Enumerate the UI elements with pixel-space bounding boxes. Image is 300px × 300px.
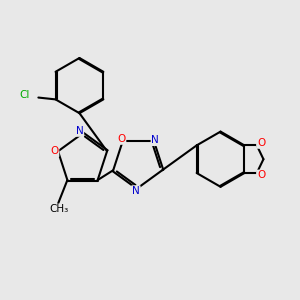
Text: O: O	[117, 134, 125, 144]
Text: O: O	[257, 138, 265, 148]
Text: N: N	[152, 135, 159, 145]
Text: N: N	[132, 186, 140, 196]
Text: Cl: Cl	[20, 90, 30, 100]
Text: N: N	[76, 126, 83, 136]
Text: O: O	[50, 146, 58, 156]
Text: CH₃: CH₃	[50, 205, 69, 214]
Text: O: O	[257, 170, 265, 181]
